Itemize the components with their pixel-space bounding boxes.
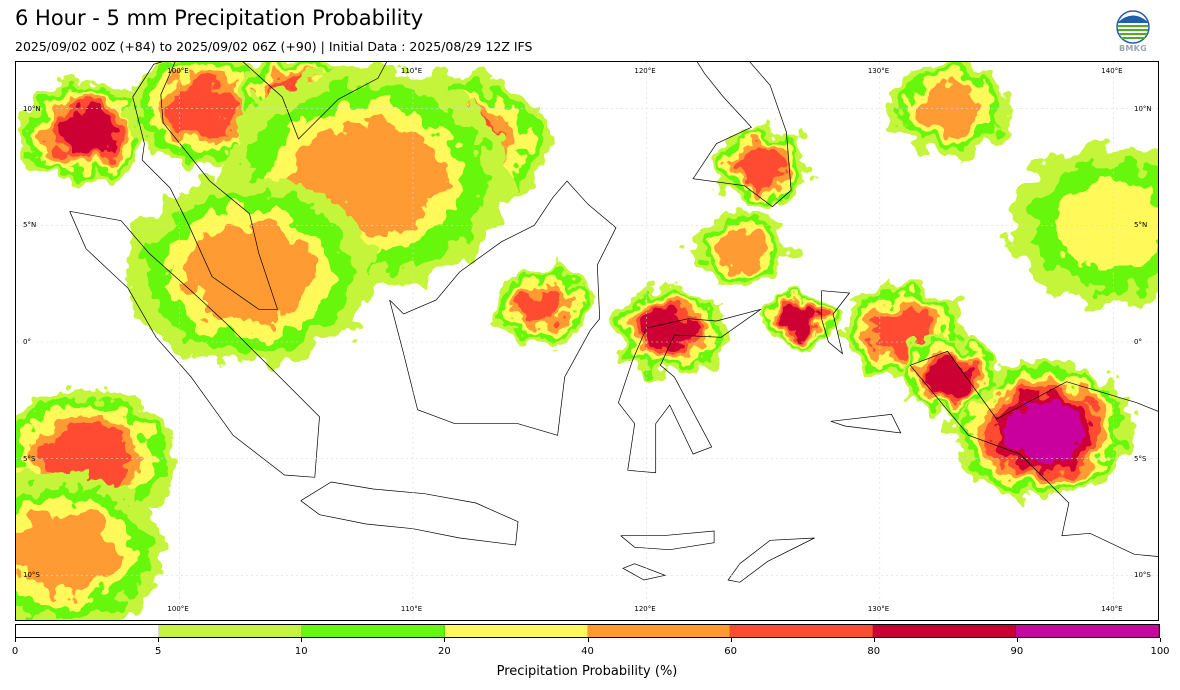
coastline-path (618, 308, 762, 474)
coastline-path (389, 180, 617, 436)
lon-label-top: 140°E (1101, 67, 1123, 75)
lon-label-top: 100°E (167, 67, 189, 75)
probability-region (517, 288, 565, 326)
colorbar-tick-label: 60 (724, 646, 737, 657)
colorbar-tick-label: 80 (867, 646, 881, 657)
probability-region (16, 511, 116, 593)
lat-label-right: 0° (1134, 338, 1142, 346)
lat-label-right: 5°N (1134, 221, 1148, 230)
map-title: 6 Hour - 5 mm Precipitation Probability (15, 6, 424, 30)
lon-label-bottom: 140°E (1101, 605, 1123, 613)
lat-label-right: 5°S (1134, 454, 1147, 463)
colorbar-tick (444, 638, 446, 642)
coastline-path (692, 62, 792, 208)
coastline-path (300, 481, 519, 546)
precipitation-colorbar (15, 624, 1160, 638)
lon-label-top: 120°E (634, 67, 656, 75)
colorbar-segment (301, 625, 445, 637)
lat-label-right: 10°S (1134, 571, 1151, 580)
lon-label-bottom: 120°E (634, 605, 656, 613)
logo-text: BMKG (1118, 44, 1148, 53)
colorbar-segment (873, 625, 1017, 637)
lon-label-bottom: 110°E (400, 605, 423, 613)
colorbar-tick (1016, 638, 1018, 642)
colorbar-tick (301, 638, 303, 642)
lon-label-bottom: 130°E (867, 605, 890, 613)
lat-label-left: 10°N (23, 104, 41, 113)
colorbar-tick-label: 5 (154, 646, 162, 657)
coastline-path (727, 537, 815, 583)
colorbar-label: Precipitation Probability (%) (496, 664, 678, 679)
probability-region (739, 148, 787, 186)
colorbar-segment (587, 625, 731, 637)
probability-region (918, 84, 982, 134)
colorbar-tick (15, 638, 16, 642)
colorbar-tick-label: 90 (1010, 646, 1024, 657)
graticule (16, 62, 1158, 620)
coastlines (69, 62, 1158, 583)
colorbar-segment (730, 625, 874, 637)
coastline-path (909, 350, 1158, 557)
probability-region (927, 359, 973, 395)
probability-field (16, 62, 1158, 620)
coastline-path (69, 210, 320, 478)
coastline-path (821, 290, 851, 355)
probability-region (186, 223, 313, 321)
coastline-path (622, 563, 667, 581)
colorbar-tick-label: 20 (438, 646, 451, 657)
colorbar-segment (16, 625, 159, 637)
lon-label-top: 110°E (400, 67, 423, 75)
colorbar-segment (1016, 625, 1159, 637)
colorbar-segment (444, 625, 588, 637)
coastline-path (242, 62, 388, 140)
colorbar-tick (158, 638, 160, 642)
colorbar-segment (158, 625, 302, 637)
lat-label-left: 5°N (23, 221, 37, 230)
probability-region (781, 305, 816, 332)
colorbar-tick-label: 10 (294, 646, 308, 657)
precipitation-map[interactable]: 100°E 100°E 110°E 110°E 120°E 120°E 130°E 130°E… (15, 61, 1159, 621)
colorbar-tick-label: 40 (581, 646, 594, 657)
map-canvas (16, 62, 1158, 620)
lat-label-left: 0° (23, 338, 31, 346)
colorbar-tick (587, 638, 589, 642)
lat-label-left: 10°S (23, 571, 40, 580)
lon-label-top: 130°E (867, 67, 890, 75)
coastline-path (830, 413, 902, 434)
map-subtitle: 2025/09/02 00Z (+84) to 2025/09/02 06Z (… (15, 39, 533, 54)
colorbar-tick (873, 638, 875, 642)
lat-label-left: 5°S (23, 454, 36, 463)
bmkg-logo-icon: BMKG (1112, 10, 1154, 56)
probability-region (1003, 399, 1084, 462)
probability-region (55, 108, 117, 156)
probability-region (714, 229, 766, 269)
coastline-path (132, 62, 278, 310)
lat-label-right: 10°N (1134, 104, 1152, 113)
colorbar-tick (730, 638, 732, 642)
colorbar-tick-label: 0 (11, 646, 19, 657)
colorbar-tick-label: 100 (1150, 646, 1170, 657)
lon-label-bottom: 100°E (167, 605, 189, 613)
coastline-path (620, 530, 715, 551)
colorbar-tick (1160, 638, 1161, 642)
